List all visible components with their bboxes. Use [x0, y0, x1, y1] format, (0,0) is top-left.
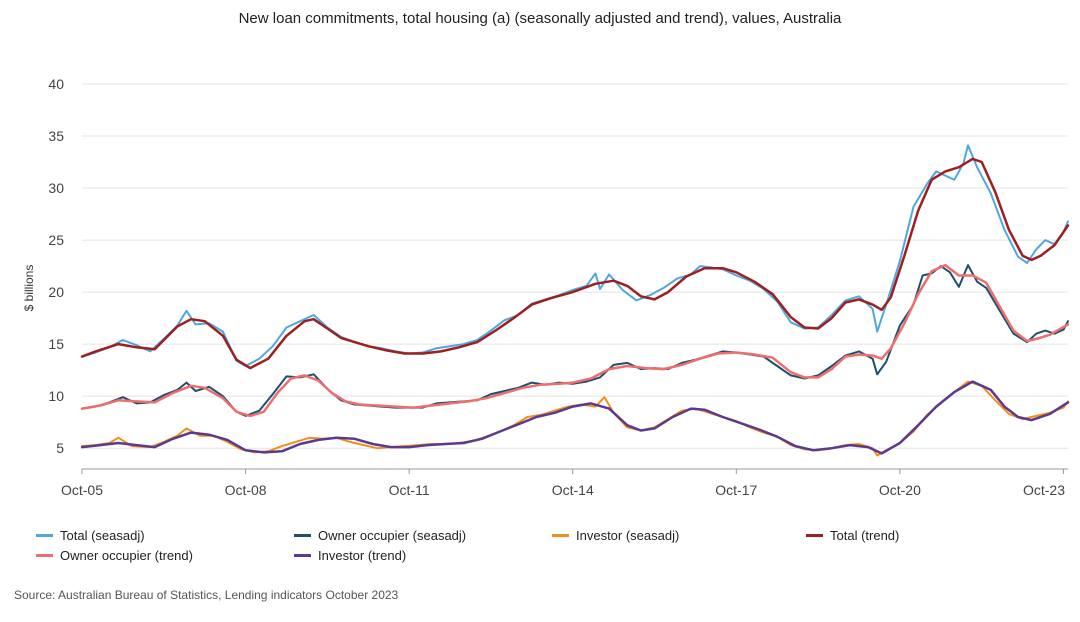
legend-item-owner-occupier-seasadj[interactable]: Owner occupier (seasadj) [294, 528, 466, 543]
y-axis-label: $ billions [22, 265, 36, 312]
y-tick-label: 15 [48, 336, 64, 352]
chart-plot: 5 10 15 20 25 30 35 40 Oct-05 Oct-08 Oct-11 Oct-14 O… [22, 76, 1070, 498]
legend-item-investor-trend[interactable]: Investor (trend) [294, 548, 406, 563]
series-line-owner-occupier-trend [80, 263, 1070, 418]
y-tick-label: 10 [48, 388, 64, 404]
legend-item-owner-occupier-trend[interactable]: Owner occupier (trend) [36, 548, 193, 563]
chart-title: New loan commitments, total housing (a) … [238, 10, 842, 27]
legend-swatch [806, 534, 823, 537]
series-lines [80, 144, 1070, 457]
x-tick-label: Oct-05 [61, 482, 103, 498]
source-note: Source: Australian Bureau of Statistics,… [14, 588, 399, 602]
legend-swatch [36, 554, 53, 557]
y-tick-label: 40 [48, 76, 64, 92]
axes: 5 10 15 20 25 30 35 40 Oct-05 Oct-08 Oct-11 Oct-14 O… [48, 76, 1068, 498]
y-tick-label: 5 [56, 440, 64, 456]
series-line-total-seasadj [81, 144, 1069, 367]
x-tick-label: Oct-17 [715, 482, 757, 498]
x-tick-label: Oct-23 [1023, 482, 1065, 498]
x-tick-label: Oct-08 [225, 482, 267, 498]
x-tick-label: Oct-11 [389, 482, 430, 498]
series-line-investor-seasadj [81, 380, 1069, 457]
legend-swatch [552, 534, 569, 537]
legend-item-total-trend[interactable]: Total (trend) [806, 528, 899, 543]
y-tick-label: 35 [48, 128, 64, 144]
legend-item-total-seasadj[interactable]: Total (seasadj) [36, 528, 145, 543]
y-tick-label: 30 [48, 180, 64, 196]
y-tick-label: 25 [48, 232, 64, 248]
gridlines [82, 83, 1068, 449]
legend-item-investor-seasadj[interactable]: Investor (seasadj) [552, 528, 679, 543]
legend-label: Owner occupier (trend) [60, 548, 193, 563]
legend-label: Owner occupier (seasadj) [318, 528, 467, 543]
y-tick-label: 20 [48, 284, 64, 300]
legend-label: Total (trend) [830, 528, 900, 543]
legend-label: Investor (seasadj) [576, 528, 680, 543]
series-line-investor-trend [80, 380, 1070, 455]
legend-label: Investor (trend) [318, 548, 407, 563]
legend-label: Total (seasadj) [60, 528, 145, 543]
series-line-owner-occupier-seasadj [81, 264, 1069, 417]
legend-swatch [294, 534, 311, 537]
x-tick-label: Oct-14 [552, 482, 594, 498]
legend-swatch [294, 554, 311, 557]
legend-swatch [36, 534, 53, 537]
x-tick-label: Oct-20 [879, 482, 921, 498]
series-line-total-trend [80, 157, 1070, 370]
